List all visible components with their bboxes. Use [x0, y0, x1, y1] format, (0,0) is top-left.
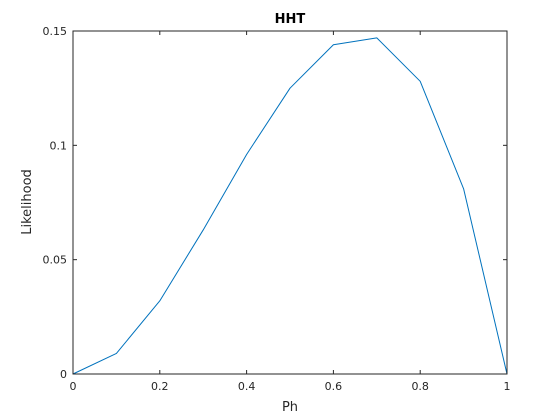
- y-tick-label: 0.1: [50, 139, 68, 152]
- data-point: [333, 44, 334, 45]
- x-tick-label: 0.8: [411, 380, 429, 393]
- axes-box: [72, 30, 508, 375]
- data-point: [159, 300, 160, 301]
- series-line: [72, 37, 508, 375]
- data-point: [289, 88, 290, 89]
- y-axis-label: Likelihood: [20, 169, 35, 235]
- x-axis-label: Ph: [282, 400, 298, 415]
- x-tick-label: 0: [70, 380, 77, 393]
- x-tick-label: 0.2: [151, 380, 169, 393]
- data-point: [246, 154, 247, 155]
- data-point: [463, 188, 464, 189]
- x-tick-label: 0.6: [325, 380, 343, 393]
- chart-title: HHT: [275, 12, 306, 27]
- tick-label-layer: 0 0.2 0.4 0.6 0.8 1 0 0.05 0.1 0.15: [43, 25, 511, 393]
- x-tick-label: 0.4: [238, 380, 256, 393]
- data-point: [116, 353, 117, 354]
- series-layer: [72, 37, 508, 375]
- plot-area: [73, 31, 507, 374]
- x-tick-label: 1: [504, 380, 511, 393]
- y-tick-label: 0.05: [43, 254, 68, 267]
- data-point: [376, 37, 377, 38]
- data-point: [420, 81, 421, 82]
- data-point: [203, 229, 204, 230]
- y-tick-label: 0.15: [43, 25, 68, 38]
- y-tick-label: 0: [60, 368, 67, 381]
